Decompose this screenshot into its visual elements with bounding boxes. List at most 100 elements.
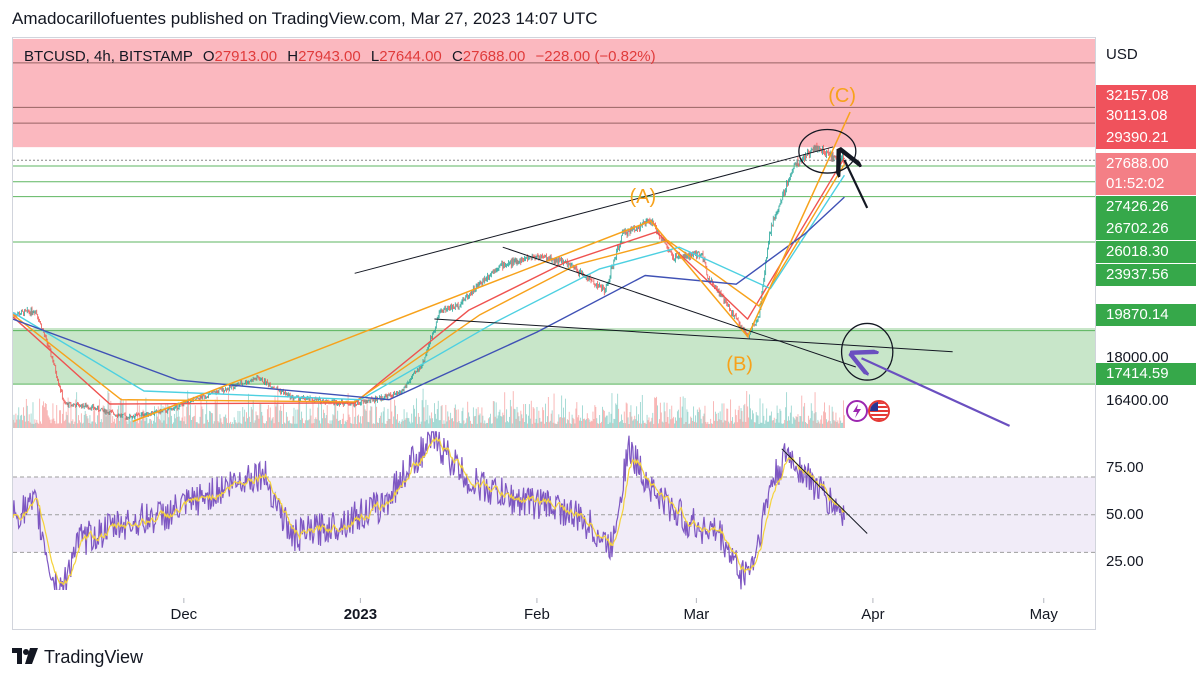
volume-bar — [677, 409, 679, 428]
volume-bar — [570, 423, 572, 428]
volume-bar — [833, 420, 835, 428]
volume-bar — [710, 418, 712, 428]
volume-bar — [727, 408, 729, 428]
volume-bar — [107, 390, 109, 428]
volume-bar — [55, 423, 57, 428]
volume-bar — [832, 411, 834, 428]
volume-bar — [34, 419, 36, 428]
volume-bar — [504, 392, 506, 428]
volume-bar — [746, 391, 748, 428]
volume-bar — [650, 421, 652, 428]
volume-bar — [771, 420, 773, 428]
volume-bar — [661, 421, 663, 428]
volume-bar — [516, 406, 518, 428]
volume-bar — [192, 416, 194, 428]
volume-bar — [387, 408, 389, 428]
volume-bar — [339, 420, 340, 428]
volume-bar — [288, 420, 290, 428]
volume-bar — [433, 422, 434, 428]
volume-bar — [583, 418, 584, 428]
volume-bar — [624, 423, 626, 428]
volume-bar — [574, 423, 576, 428]
volume-bar — [341, 418, 343, 428]
volume-bar — [244, 409, 246, 428]
volume-bar — [549, 420, 551, 428]
volume-bar — [269, 407, 271, 428]
volume-bar — [660, 412, 662, 428]
volume-bar — [93, 410, 95, 428]
volume-bar — [284, 422, 285, 428]
volume-bar — [253, 422, 255, 428]
volume-bar — [432, 418, 434, 428]
volume-bar — [429, 415, 431, 428]
volume-bar — [151, 420, 153, 428]
volume-bar — [586, 413, 588, 428]
volume-bar — [731, 420, 732, 428]
volume-bar — [823, 411, 825, 428]
volume-bar — [422, 388, 424, 428]
rsi-trendline — [781, 448, 868, 534]
volume-bar — [762, 403, 764, 428]
volume-bar — [168, 417, 170, 428]
volume-bar — [177, 401, 179, 428]
volume-bar — [750, 408, 751, 428]
tradingview-brand[interactable]: TradingView — [44, 646, 144, 667]
volume-bar — [39, 398, 41, 428]
volume-bar — [484, 420, 486, 428]
volume-bar — [160, 404, 162, 428]
volume-bar — [497, 415, 499, 428]
volume-bar — [596, 418, 598, 428]
volume-bar — [485, 423, 487, 428]
volume-bar — [761, 422, 763, 428]
volume-bar — [523, 404, 525, 428]
volume-bar — [490, 423, 492, 428]
volume-bar — [500, 416, 502, 428]
volume-bar — [691, 417, 693, 428]
volume-bar — [156, 416, 158, 428]
volume-bar — [532, 407, 534, 428]
volume-bar — [370, 406, 372, 428]
volume-bar — [744, 403, 746, 428]
flash-icon[interactable] — [846, 400, 868, 422]
volume-bar — [340, 420, 341, 428]
volume-bar — [543, 410, 545, 428]
volume-bar — [76, 392, 78, 428]
volume-bar — [510, 406, 512, 428]
legend-symbol: BTCUSD, 4h, BITSTAMP — [24, 48, 193, 65]
volume-bar — [375, 396, 377, 428]
volume-bar — [807, 415, 809, 428]
volume-bar — [397, 422, 399, 428]
volume-bar — [737, 410, 739, 428]
currency-label[interactable]: USD — [1106, 46, 1138, 63]
volume-bar — [713, 401, 714, 428]
volume-bar — [769, 415, 770, 428]
volume-bar — [92, 421, 94, 428]
volume-bar — [607, 423, 609, 428]
volume-bar — [209, 410, 210, 428]
volume-bar — [407, 417, 409, 428]
volume-bar — [67, 397, 69, 428]
volume-bar — [681, 406, 683, 428]
volume-bar — [723, 403, 725, 428]
volume-bar — [779, 408, 781, 428]
volume-bar — [488, 418, 490, 428]
volume-bar — [572, 417, 574, 428]
volume-bar — [801, 395, 803, 428]
tradingview-logo-icon[interactable] — [12, 645, 38, 669]
volume-bar — [45, 403, 47, 428]
resistance-zone — [13, 38, 1095, 148]
volume-bar — [41, 423, 42, 428]
volume-bar — [808, 419, 810, 428]
volume-bar — [247, 418, 248, 428]
volume-bar — [595, 406, 597, 428]
volume-bar — [668, 423, 670, 428]
volume-bar — [822, 423, 824, 428]
volume-bar — [212, 423, 214, 428]
price-tag: 17414.59 — [1096, 363, 1196, 385]
price-tag: 26702.26 — [1096, 218, 1196, 240]
volume-bar — [682, 396, 684, 428]
volume-bar — [415, 398, 417, 428]
volume-bar — [641, 394, 643, 428]
us-flag-icon[interactable] — [868, 400, 890, 422]
